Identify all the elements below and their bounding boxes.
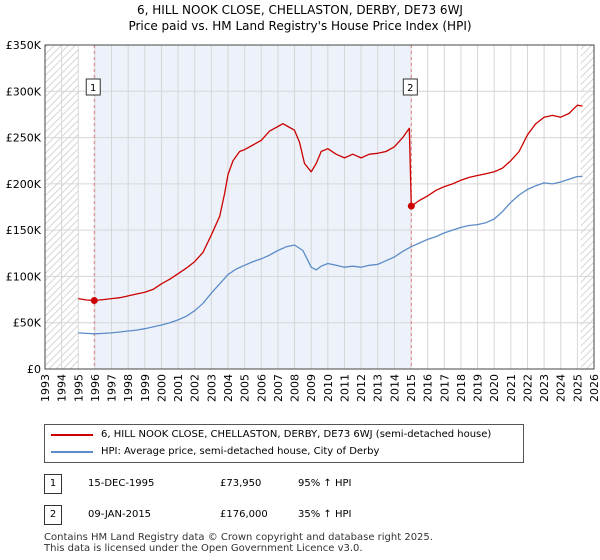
- x-tick-label: 1999: [139, 374, 152, 402]
- chart-subtitle: Price paid vs. HM Land Registry's House …: [128, 19, 472, 33]
- sale-point: [407, 202, 415, 210]
- ownership-shaded-region: [94, 45, 412, 369]
- x-tick-label: 1996: [89, 374, 102, 402]
- x-tick-label: 2011: [338, 374, 351, 402]
- x-tick-label: 2024: [555, 374, 568, 402]
- y-tick-label: £250K: [6, 132, 42, 145]
- series-line-property: [78, 104, 583, 302]
- transaction-hpi: 35% ↑ HPI: [298, 509, 352, 520]
- series-line-hpi: [78, 175, 583, 335]
- x-tick-label: 1994: [56, 374, 69, 402]
- chart-title: 6, HILL NOOK CLOSE, CHELLASTON, DERBY, D…: [137, 3, 463, 17]
- x-tick-label: 2022: [521, 374, 534, 402]
- plot-frame: [44, 44, 595, 370]
- legend-item-property: 6, HILL NOOK CLOSE, CHELLASTON, DERBY, D…: [51, 427, 521, 443]
- x-tick-label: 2017: [438, 374, 451, 402]
- x-tick-label: 2003: [205, 374, 218, 402]
- x-tick-label: 2007: [272, 374, 285, 402]
- x-tick-label: 2019: [472, 374, 485, 402]
- legend-swatch-property: [51, 434, 93, 436]
- x-tick-label: 2000: [155, 374, 168, 402]
- transaction-date: 15-DEC-1995: [88, 478, 155, 489]
- transaction-price: £73,950: [220, 478, 262, 489]
- x-tick-label: 1998: [122, 374, 135, 402]
- x-tick-label: 2018: [455, 374, 468, 402]
- sale-point: [90, 297, 98, 305]
- transaction-badge: 2: [44, 505, 62, 525]
- transaction-row: 1 15-DEC-1995 £73,950 95% ↑ HPI: [44, 474, 444, 494]
- sale-marker-box: [402, 78, 418, 96]
- x-tick-label: 2012: [355, 374, 368, 402]
- footer-licence: This data is licensed under the Open Gov…: [44, 543, 363, 554]
- x-tick-label: 2013: [372, 374, 385, 402]
- legend-label-hpi: HPI: Average price, semi-detached house,…: [101, 446, 380, 457]
- transaction-date: 09-JAN-2015: [88, 509, 152, 520]
- y-tick-label: £150K: [6, 224, 42, 237]
- y-tick-label: £0: [27, 363, 41, 376]
- x-tick-label: 2006: [255, 374, 268, 402]
- y-tick-label: £100K: [6, 270, 42, 283]
- x-tick-label: 2016: [422, 374, 435, 402]
- x-tick-label: 2001: [172, 374, 185, 402]
- x-tick-label: 2014: [388, 374, 401, 402]
- y-tick-label: £350K: [6, 39, 42, 52]
- legend-swatch-hpi: [51, 451, 93, 453]
- x-tick-label: 2004: [222, 374, 235, 402]
- footer-copyright: Contains HM Land Registry data © Crown c…: [44, 532, 433, 543]
- x-tick-label: 2008: [289, 374, 302, 402]
- x-tick-label: 1995: [72, 374, 85, 402]
- x-tick-label: 2005: [239, 374, 252, 402]
- x-tick-label: 1993: [39, 374, 52, 402]
- sale-marker-label: 2: [407, 83, 413, 94]
- y-tick-label: £200K: [6, 178, 42, 191]
- hatched-region: [580, 45, 594, 369]
- transaction-row: 2 09-JAN-2015 £176,000 35% ↑ HPI: [44, 505, 444, 525]
- x-tick-label: 2010: [322, 374, 335, 402]
- x-tick-label: 2015: [405, 374, 418, 402]
- sale-marker-box: [85, 78, 101, 96]
- x-tick-label: 2023: [538, 374, 551, 402]
- y-tick-label: £50K: [13, 317, 42, 330]
- legend: 6, HILL NOOK CLOSE, CHELLASTON, DERBY, D…: [44, 424, 524, 463]
- x-tick-label: 2021: [505, 374, 518, 402]
- y-tick-label: £300K: [6, 85, 42, 98]
- legend-label-property: 6, HILL NOOK CLOSE, CHELLASTON, DERBY, D…: [101, 429, 492, 440]
- transaction-badge: 1: [44, 474, 62, 494]
- transaction-price: £176,000: [220, 509, 268, 520]
- x-tick-label: 2002: [189, 374, 202, 402]
- x-tick-label: 2009: [305, 374, 318, 402]
- x-tick-label: 2020: [488, 374, 501, 402]
- x-tick-label: 1997: [106, 374, 119, 402]
- sale-marker-label: 1: [90, 83, 96, 94]
- x-tick-label: 2025: [571, 374, 584, 402]
- transaction-hpi: 95% ↑ HPI: [298, 478, 352, 489]
- x-tick-label: 2026: [588, 374, 600, 402]
- legend-item-hpi: HPI: Average price, semi-detached house,…: [51, 444, 521, 460]
